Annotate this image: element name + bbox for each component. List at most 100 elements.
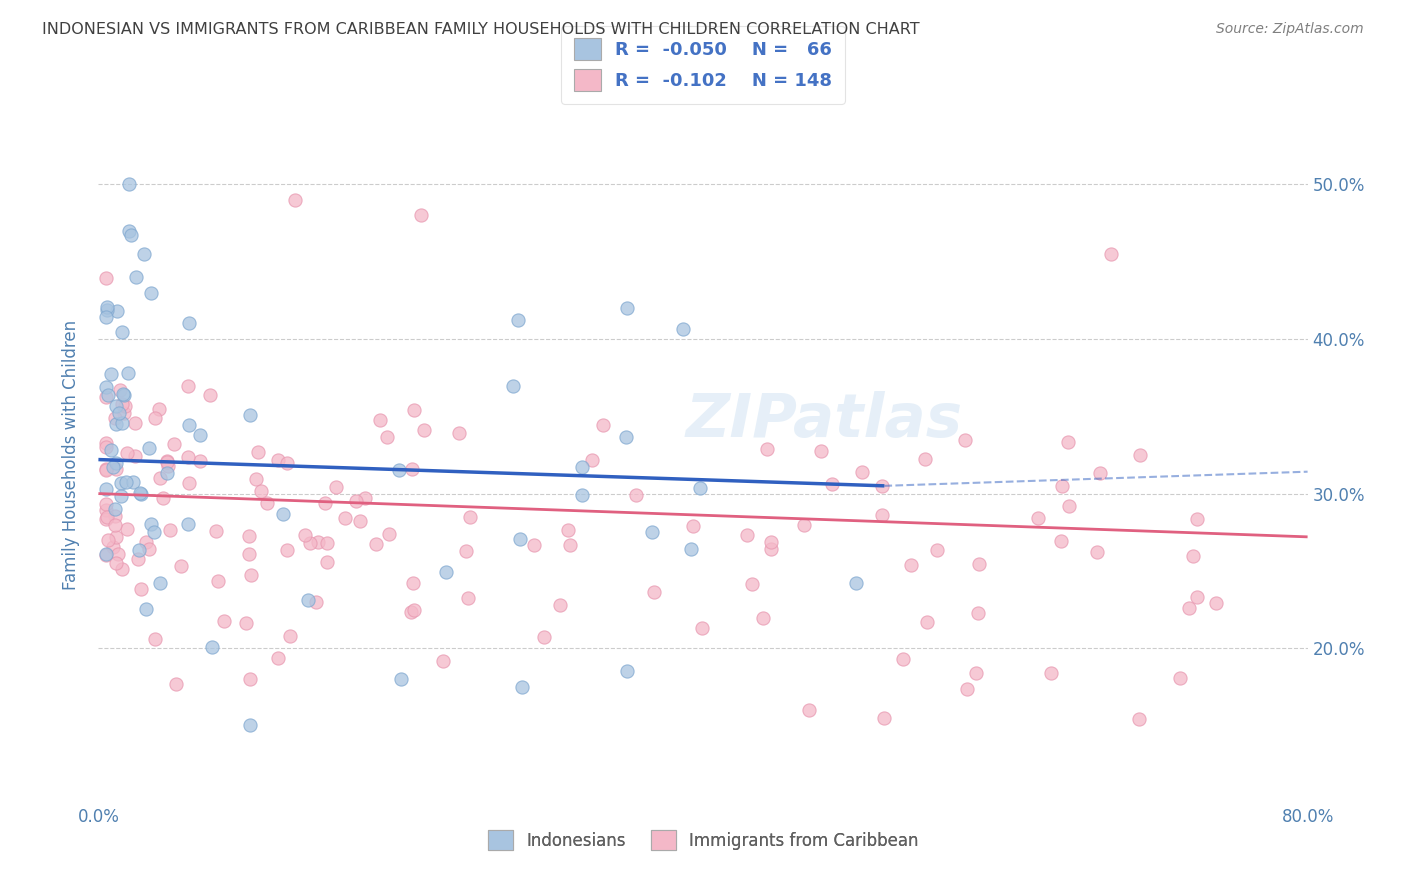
Point — [548, 599, 571, 613]
Point — [1085, 545, 1108, 559]
Point — [124, 416, 146, 430]
Text: INDONESIAN VS IMMIGRANTS FROM CARIBBEAN FAMILY HOUSEHOLDS WITH CHILDREN CORRELAT: INDONESIAN VS IMMIGRANTS FROM CARIBBEAN … — [42, 22, 920, 37]
Point — [297, 593, 319, 607]
Point — [188, 454, 211, 468]
Point — [107, 547, 129, 561]
Point — [110, 476, 132, 491]
Point — [914, 452, 936, 467]
Point — [105, 400, 128, 414]
Point — [94, 380, 117, 394]
Point — [238, 547, 260, 561]
Point — [458, 510, 481, 524]
Point — [759, 535, 782, 549]
Point — [741, 577, 763, 591]
Point — [96, 302, 118, 317]
Point — [165, 676, 187, 690]
Point — [402, 403, 425, 417]
Point — [139, 516, 162, 531]
Point — [276, 456, 298, 470]
Point — [117, 366, 139, 380]
Point — [870, 508, 893, 522]
Point — [349, 514, 371, 528]
Point — [592, 418, 614, 433]
Point — [1052, 479, 1074, 493]
Point — [212, 614, 235, 628]
Point — [509, 532, 531, 546]
Point — [94, 497, 117, 511]
Point — [752, 611, 775, 625]
Point — [845, 576, 868, 591]
Point — [111, 387, 134, 401]
Point — [1026, 511, 1049, 525]
Point — [378, 527, 401, 541]
Point — [689, 481, 711, 495]
Point — [177, 450, 200, 464]
Point — [616, 665, 638, 679]
Point — [94, 511, 117, 525]
Point — [755, 442, 778, 456]
Point — [100, 443, 122, 458]
Point — [94, 482, 117, 496]
Point — [114, 399, 136, 413]
Point — [375, 430, 398, 444]
Point — [1128, 712, 1150, 726]
Point — [94, 463, 117, 477]
Point — [177, 378, 200, 392]
Point — [581, 453, 603, 467]
Point — [135, 534, 157, 549]
Point — [925, 542, 948, 557]
Point — [97, 388, 120, 402]
Point — [94, 462, 117, 476]
Point — [124, 450, 146, 464]
Point — [96, 300, 118, 314]
Point — [333, 510, 356, 524]
Point — [917, 615, 939, 629]
Point — [643, 585, 665, 599]
Point — [557, 523, 579, 537]
Point — [177, 418, 200, 433]
Point — [103, 540, 125, 554]
Point — [1181, 549, 1204, 563]
Point — [510, 680, 533, 694]
Point — [94, 547, 117, 561]
Point — [111, 562, 134, 576]
Point — [316, 555, 339, 569]
Point — [571, 488, 593, 502]
Point — [447, 426, 470, 441]
Point — [314, 496, 336, 510]
Point — [100, 367, 122, 381]
Point — [120, 228, 142, 243]
Point — [94, 390, 117, 404]
Point — [111, 325, 134, 339]
Point — [1088, 466, 1111, 480]
Point — [94, 548, 117, 562]
Point — [94, 310, 117, 325]
Point — [112, 388, 135, 402]
Point — [177, 475, 200, 490]
Point — [245, 472, 267, 486]
Point — [138, 442, 160, 456]
Point — [1057, 499, 1080, 513]
Point — [626, 487, 648, 501]
Point — [156, 466, 179, 480]
Point — [141, 285, 163, 300]
Point — [205, 524, 228, 539]
Point — [104, 456, 127, 470]
Point — [142, 524, 165, 539]
Point — [364, 537, 387, 551]
Point — [201, 640, 224, 655]
Point — [105, 556, 128, 570]
Point — [108, 383, 131, 397]
Point — [873, 711, 896, 725]
Point — [388, 463, 411, 477]
Text: Source: ZipAtlas.com: Source: ZipAtlas.com — [1216, 22, 1364, 37]
Point — [104, 501, 127, 516]
Point — [353, 491, 375, 506]
Point — [111, 416, 134, 430]
Point — [672, 322, 695, 336]
Point — [118, 178, 141, 192]
Point — [1168, 671, 1191, 685]
Point — [235, 616, 257, 631]
Point — [111, 397, 134, 411]
Point — [399, 605, 422, 619]
